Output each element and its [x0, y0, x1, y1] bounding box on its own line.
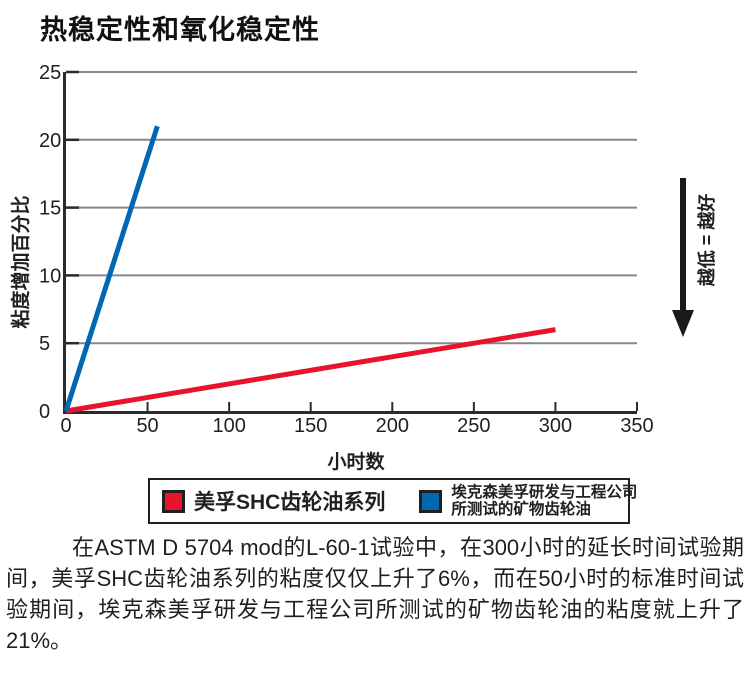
x-tick-label-0: 0: [60, 415, 71, 437]
y-tick-label-25: 25: [39, 62, 61, 84]
legend-item-mineral-gear-oil: 埃克森美孚研发与工程公司 所测试的矿物齿轮油: [419, 484, 637, 518]
blue-swatch-icon: [419, 489, 443, 513]
y-tick-label-0: 0: [39, 401, 50, 423]
x-tick-label-100: 100: [212, 415, 245, 437]
legend-label: 美孚SHC齿轮油系列: [194, 491, 386, 514]
legend: 美孚SHC齿轮油系列 埃克森美孚研发与工程公司 所测试的矿物齿轮油: [148, 478, 637, 524]
y-tick-label-20: 20: [39, 130, 61, 152]
series-line-0: [65, 327, 556, 414]
down-arrow-icon: [680, 178, 686, 312]
series-line-1: [63, 125, 160, 412]
chart-title: 热稳定性和氧化稳定性: [40, 15, 320, 45]
x-tick-label-350: 350: [620, 415, 653, 437]
x-tick-label-250: 250: [457, 415, 490, 437]
legend-label: 埃克森美孚研发与工程公司 所测试的矿物齿轮油: [451, 484, 637, 518]
y-tick-label-15: 15: [39, 198, 61, 220]
y-tick-label-10: 10: [39, 265, 61, 287]
legend-label-line-1: 埃克森美孚研发与工程公司: [451, 484, 638, 501]
red-swatch-icon: [162, 489, 185, 513]
down-arrow-head-icon: [672, 310, 694, 337]
x-tick-label-50: 50: [136, 415, 158, 437]
lower-is-better-annotation: 越低 = 越好: [697, 193, 717, 287]
caption-paragraph: 在ASTM D 5704 mod的L-60-1试验中，在300小时的延长时间试验…: [6, 535, 744, 653]
x-tick-label-200: 200: [376, 415, 409, 437]
x-tick-label-300: 300: [539, 415, 572, 437]
x-axis-label: 小时数: [327, 452, 385, 473]
legend-item-shc-gear-oil: 美孚SHC齿轮油系列: [162, 486, 385, 516]
legend-label-line-2: 所测试的矿物齿轮油: [451, 501, 591, 518]
y-tick-label-5: 5: [39, 333, 50, 355]
x-tick-label-150: 150: [294, 415, 327, 437]
y-axis-label: 粘度增加百分比: [11, 195, 32, 329]
